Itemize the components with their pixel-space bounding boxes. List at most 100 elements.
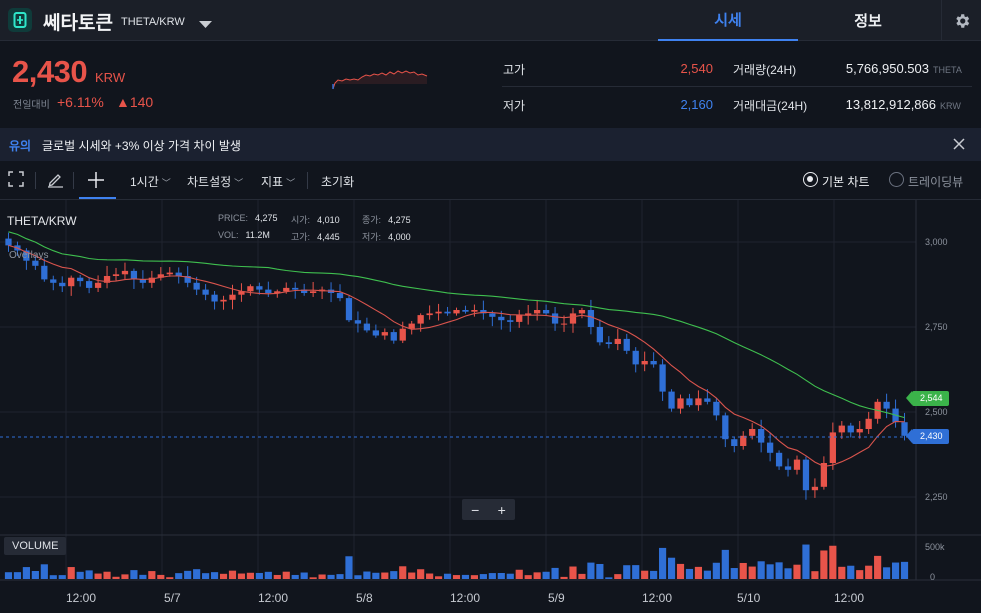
candle-body [77, 277, 84, 282]
volume-bar [246, 572, 254, 579]
crosshair-active-indicator [79, 197, 116, 199]
volume-bar [85, 570, 93, 579]
candle-body [749, 429, 756, 436]
volume-bar [542, 571, 550, 579]
volume-bar [506, 573, 514, 579]
candle-body [686, 398, 693, 406]
price-label: PRICE: [218, 213, 249, 223]
price-value: 4,275 [255, 213, 278, 223]
volume-bar [327, 574, 335, 579]
volume-bar [399, 566, 407, 579]
close-icon[interactable] [953, 137, 965, 155]
candle-body [283, 287, 290, 292]
volume-bar [802, 544, 810, 579]
candlestick-chart[interactable]: THETA/KRW PRICE: 4,275 시가: 4,010 종가: 4,275 … [0, 200, 981, 613]
tradingview-label[interactable]: 트레이딩뷰 [908, 175, 964, 189]
basic-chart-label[interactable]: 기본 차트 [822, 175, 870, 189]
volume-tick-label: 0 [930, 572, 936, 582]
toolbar-divider [73, 172, 74, 189]
volume-bar [40, 564, 48, 579]
candle-body [139, 279, 147, 283]
volume-bar [345, 556, 353, 579]
coin-name[interactable]: 쎄타토큰 [43, 13, 113, 34]
candle-body [265, 289, 272, 293]
tradingview-radio[interactable] [889, 172, 904, 187]
chart-settings-dropdown[interactable]: 차트설정 ﹀ [187, 173, 243, 190]
volume-bar [408, 572, 416, 579]
volume-bar [748, 566, 756, 579]
notice-text: 글로벌 시세와 +3% 이상 가격 차이 발생 [42, 139, 241, 153]
candle-body [820, 463, 828, 487]
volume-bar [13, 572, 22, 579]
indicators-dropdown[interactable]: 지표 ﹀ [261, 173, 295, 190]
volume-bar [775, 562, 783, 579]
interval-label: 1시간 [130, 175, 159, 189]
x-tick-label: 5/8 [356, 591, 373, 605]
crosshair-icon[interactable] [88, 172, 104, 193]
candle-body [829, 432, 836, 463]
volume-bar [31, 570, 39, 579]
candle-body [883, 401, 890, 409]
candle-body [390, 332, 397, 341]
volume-bar [300, 572, 308, 579]
candle-body [775, 452, 783, 467]
price-unit: KRW [95, 70, 126, 85]
overlays-label[interactable]: Overlays [9, 250, 49, 261]
divider [502, 86, 972, 87]
candle-body [435, 311, 442, 314]
candle-body [94, 282, 102, 288]
tab-quote[interactable]: 시세 [658, 0, 798, 41]
settings-button[interactable] [941, 0, 981, 41]
turnover-label: 거래대금(24H) [733, 99, 808, 113]
zoom-in-button[interactable]: + [497, 501, 506, 518]
vol-label: VOL: [218, 230, 239, 240]
notice-tag: 유의 [9, 139, 32, 153]
basic-chart-radio[interactable] [803, 172, 818, 187]
candle-body [480, 310, 487, 314]
volume-bar [273, 574, 281, 579]
candle-body [766, 442, 774, 453]
high-value: 4,445 [317, 232, 340, 242]
price-gap-notice: 유의 글로벌 시세와 +3% 이상 가격 차이 발생 [0, 128, 981, 161]
volume-bar [202, 573, 210, 579]
chevron-down-icon[interactable] [199, 16, 212, 34]
volume-bar [461, 574, 470, 579]
fullscreen-icon[interactable] [8, 171, 24, 192]
candle-body [525, 313, 532, 316]
ohlc-open: 시가: 4,010 [291, 213, 340, 226]
zoom-out-button[interactable]: − [471, 501, 480, 518]
reset-button[interactable]: 초기화 [321, 175, 355, 189]
volume-bar [793, 564, 801, 579]
candle-body [542, 310, 550, 314]
chevron-down-icon: ﹀ [286, 178, 296, 188]
volume-bar [524, 575, 532, 579]
coin-pair[interactable]: THETA/KRW [121, 16, 185, 28]
candle-body [274, 291, 281, 293]
volume-bar [166, 577, 174, 579]
candle-body [569, 313, 577, 324]
volume-bar [685, 568, 694, 579]
volume-bar [829, 545, 837, 579]
volume-bar [103, 571, 111, 579]
volume-bar [94, 573, 102, 579]
volume-bar [659, 547, 667, 579]
candle-body [713, 401, 720, 416]
toolbar-divider [35, 172, 36, 189]
volume-bar [381, 572, 389, 579]
gear-icon [955, 13, 969, 28]
x-tick-label: 12:00 [834, 591, 865, 605]
volume-bar [515, 569, 523, 579]
candle-body [596, 327, 604, 343]
pencil-icon[interactable] [47, 171, 64, 193]
volume-bar [614, 574, 622, 579]
volume-bar [49, 575, 57, 579]
volume-bar [560, 576, 568, 579]
volume-bar [479, 574, 487, 579]
candle-body [354, 320, 362, 324]
candle-body [838, 425, 845, 433]
interval-dropdown[interactable]: 1시간 ﹀ [130, 173, 171, 190]
tab-info[interactable]: 정보 [854, 13, 882, 30]
chart-canvas[interactable] [0, 200, 981, 613]
volume-bar [157, 574, 165, 579]
candle-body [811, 486, 819, 491]
